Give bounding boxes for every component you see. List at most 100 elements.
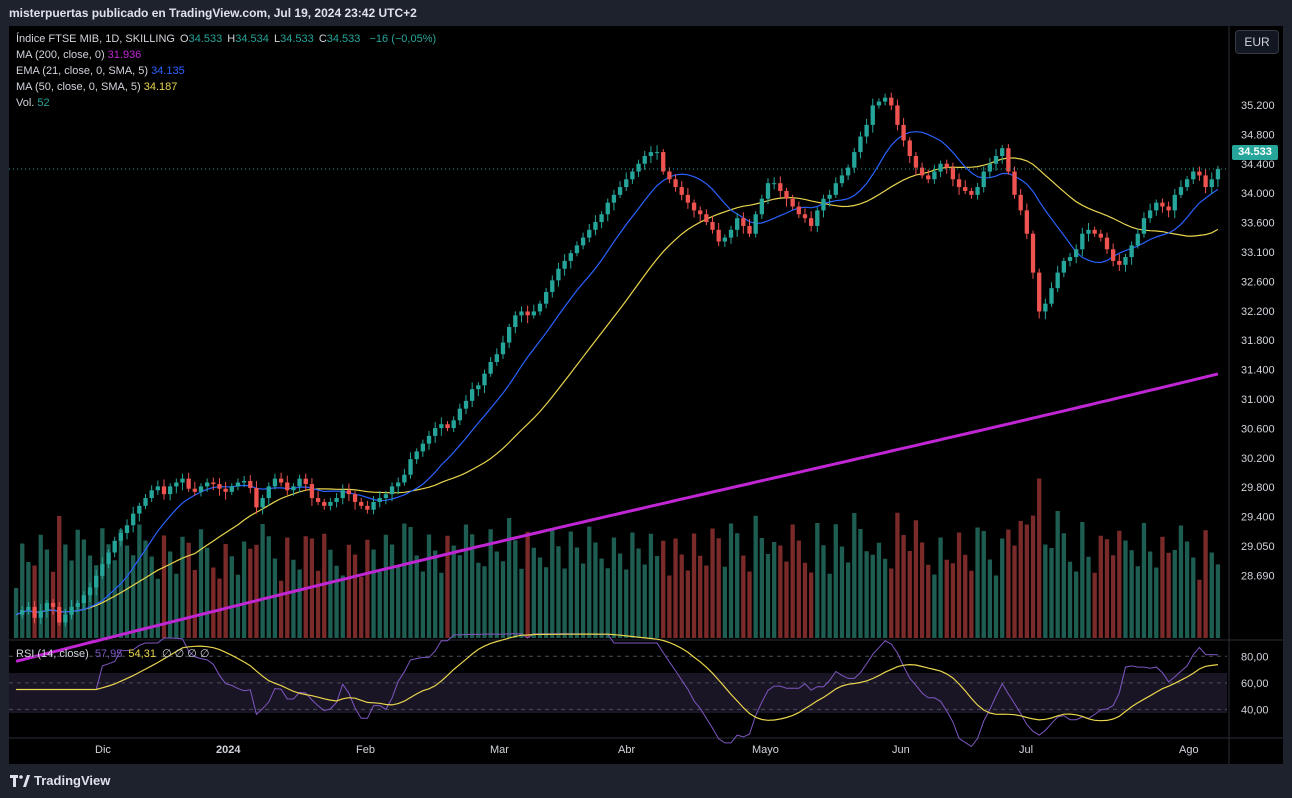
candle-body bbox=[858, 136, 863, 153]
candle-body bbox=[463, 400, 469, 409]
candle-body bbox=[691, 202, 697, 211]
volume-bar bbox=[365, 539, 370, 638]
candle-body bbox=[870, 105, 875, 125]
price-tick-label: 34.000 bbox=[1241, 188, 1275, 200]
volume-bar bbox=[765, 554, 771, 638]
volume-bar bbox=[605, 568, 610, 638]
candle-body bbox=[1018, 194, 1023, 211]
candle-body bbox=[907, 140, 912, 156]
candle-body bbox=[531, 311, 536, 316]
time-axis-label: Jul bbox=[1019, 744, 1033, 756]
change-value: −16 (−0,05%) bbox=[369, 33, 437, 45]
time-axis-label: Feb bbox=[356, 744, 375, 756]
volume-bar bbox=[457, 555, 462, 638]
candle-body bbox=[765, 183, 771, 199]
volume-bar bbox=[944, 559, 949, 638]
candle-body bbox=[408, 459, 413, 475]
volume-bar bbox=[938, 537, 943, 638]
candle-body bbox=[106, 552, 111, 565]
volume-bar bbox=[882, 558, 888, 638]
volume-bar bbox=[778, 545, 783, 638]
volume-legend[interactable]: Vol. 52 bbox=[16, 97, 50, 109]
candle-body bbox=[821, 198, 826, 211]
candle-body bbox=[1147, 210, 1153, 219]
currency-button[interactable]: EUR bbox=[1235, 30, 1279, 54]
candle-body bbox=[248, 480, 253, 488]
volume-bar bbox=[901, 535, 906, 638]
candle-body bbox=[753, 214, 758, 234]
rsi-line bbox=[16, 633, 1218, 748]
volume-bar bbox=[741, 555, 746, 638]
volume-bar bbox=[223, 544, 228, 638]
candle-body bbox=[815, 210, 820, 226]
volume-bar bbox=[180, 536, 185, 638]
candle-body bbox=[735, 218, 740, 230]
candlestick-chart[interactable]: 35.200 34.800 34.400 34.000 33.600 33.100 32.6… bbox=[9, 26, 1283, 764]
volume-bar bbox=[796, 540, 801, 638]
volume-bar bbox=[802, 562, 808, 638]
candle-body bbox=[414, 451, 419, 460]
candle-body bbox=[1061, 260, 1066, 273]
candle-body bbox=[137, 505, 142, 514]
volume-bar bbox=[1006, 529, 1011, 638]
candle-body bbox=[550, 280, 555, 293]
price-tick-label: 31.000 bbox=[1241, 394, 1275, 406]
candle-body bbox=[593, 222, 598, 230]
candle-body bbox=[1055, 272, 1060, 289]
candle-body bbox=[69, 606, 74, 615]
candle-body bbox=[956, 179, 962, 188]
symbol-name: Índice FTSE MIB, 1D, SKILLING bbox=[16, 33, 175, 45]
candle-body bbox=[124, 525, 130, 534]
candle-body bbox=[315, 498, 321, 502]
volume-bar bbox=[352, 554, 358, 638]
candle-body bbox=[155, 486, 160, 491]
volume-bar bbox=[359, 576, 364, 638]
volume-bar bbox=[20, 543, 25, 638]
candle-body bbox=[1203, 175, 1208, 188]
volume-bar bbox=[1197, 579, 1202, 638]
volume-bar bbox=[932, 574, 937, 638]
candle-body bbox=[445, 424, 450, 429]
candle-body bbox=[278, 478, 284, 483]
price-tick-label: 30.600 bbox=[1241, 423, 1275, 435]
volume-bar bbox=[1030, 515, 1036, 638]
candle-body bbox=[833, 183, 838, 195]
ema21-legend[interactable]: EMA (21, close, 0, SMA, 5) 34.135 bbox=[16, 65, 185, 77]
candle-body bbox=[334, 498, 339, 502]
volume-bar bbox=[1086, 556, 1091, 638]
volume-bar bbox=[624, 569, 629, 638]
rsi-tick-label: 80,00 bbox=[1241, 651, 1269, 663]
candle-body bbox=[1110, 249, 1116, 261]
candle-body bbox=[580, 237, 586, 246]
candle-body bbox=[790, 198, 795, 207]
candle-body bbox=[217, 484, 222, 489]
volume-bar bbox=[1141, 523, 1147, 638]
price-tick-label: 34.400 bbox=[1241, 159, 1275, 171]
candle-body bbox=[494, 354, 499, 362]
ma50-legend[interactable]: MA (50, close, 0, SMA, 5) 34.187 bbox=[16, 81, 177, 93]
candle-body bbox=[845, 167, 851, 176]
volume-bar bbox=[1184, 541, 1190, 638]
volume-bar bbox=[654, 556, 660, 638]
volume-bar bbox=[69, 560, 74, 638]
volume-bar bbox=[1203, 530, 1208, 638]
ma200-value: 31.936 bbox=[107, 49, 142, 61]
candle-body bbox=[537, 303, 543, 312]
candle-body bbox=[1123, 257, 1128, 265]
close-label: C bbox=[318, 33, 327, 45]
candle-body bbox=[1184, 179, 1190, 188]
candle-body bbox=[470, 389, 475, 401]
candle-body bbox=[630, 171, 635, 180]
tradingview-footer[interactable]: TradingView bbox=[10, 773, 110, 788]
ma200-legend[interactable]: MA (200, close, 0) 31.936 bbox=[16, 49, 141, 61]
volume-bar bbox=[704, 565, 709, 638]
chart-frame[interactable]: 35.200 34.800 34.400 34.000 33.600 33.100 32.6… bbox=[9, 26, 1283, 764]
rsi-legend[interactable]: RSI (14, close) 57,95 54,31 ∅ ∅ ∅ ∅ bbox=[16, 647, 210, 660]
symbol-legend: Índice FTSE MIB, 1D, SKILLING O34.533 H3… bbox=[16, 33, 436, 45]
candle-body bbox=[1037, 272, 1042, 312]
volume-bar bbox=[408, 527, 413, 638]
candle-body bbox=[223, 488, 228, 492]
candle-body bbox=[648, 152, 654, 156]
volume-bar bbox=[907, 551, 912, 638]
candle-body bbox=[882, 97, 888, 102]
